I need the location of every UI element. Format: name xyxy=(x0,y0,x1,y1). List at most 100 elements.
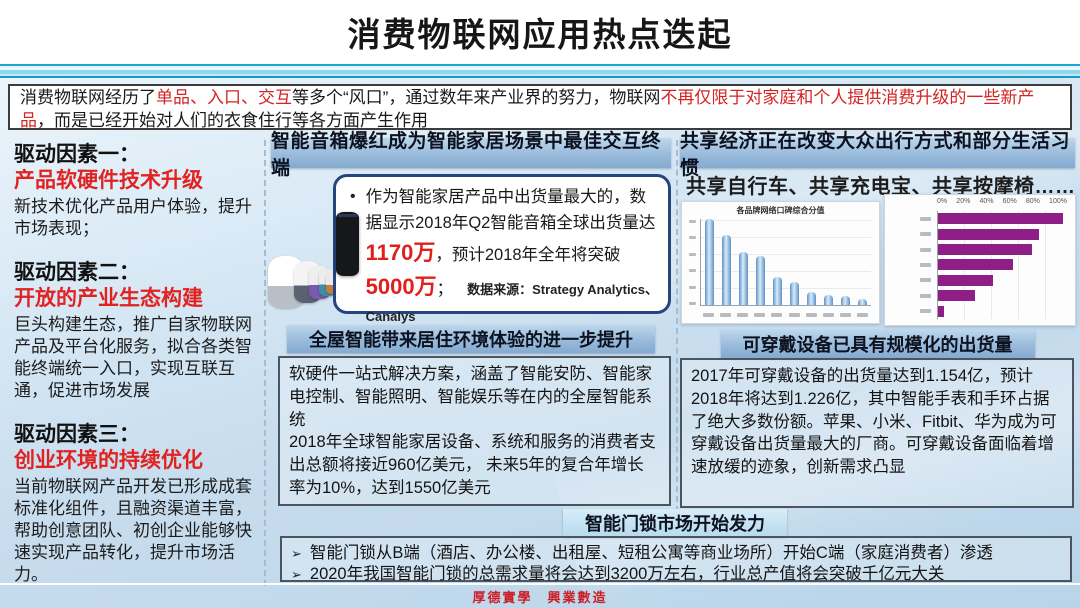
title-bar: 消费物联网应用热点迭起 xyxy=(0,0,1080,64)
chart-bar xyxy=(938,228,1039,240)
wearable-paragraph: 2017年可穿戴设备的出货量达到1.154亿，预计2018年将达到1.226亿，… xyxy=(691,367,1057,477)
category-label-smudge xyxy=(920,216,931,221)
footer-divider xyxy=(0,583,1080,585)
category-label-smudge xyxy=(920,309,931,314)
tick-label: 80% xyxy=(1025,198,1040,205)
tick-label: 40% xyxy=(979,198,994,205)
chart-bar xyxy=(722,235,731,305)
echo-speaker-icon xyxy=(336,212,359,276)
tick-label: 20% xyxy=(956,198,971,205)
chart-bar xyxy=(739,251,748,305)
footer-motto: 厚德實學 興業數造 xyxy=(472,591,608,606)
decorative-stripe xyxy=(0,64,1080,78)
section-header-wearable: 可穿戴设备已具有规模化的出货量 xyxy=(720,330,1035,358)
factor-subheading: 创业环境的持续优化 xyxy=(14,449,203,472)
category-label-smudge xyxy=(856,313,868,317)
factor-heading: 驱动因素三： xyxy=(14,423,140,446)
chart-bar xyxy=(938,213,1064,225)
x-axis-ticks: 0% 20% 40% 60% 80% 100% xyxy=(937,198,1067,205)
factor-heading: 驱动因素一： xyxy=(14,143,140,166)
smart-speaker-callout-box: • 作为智能家居产品中出货量最大的，数据显示2018年Q2智能音箱全球出货量达1… xyxy=(333,174,671,324)
vertical-dashed-divider xyxy=(676,140,678,512)
data-source-label: 数据来源：Strategy Analytics、Canalys xyxy=(365,282,659,325)
factor-subheading: 开放的产业生态构建 xyxy=(14,287,203,310)
tick-label-smudge xyxy=(689,301,696,305)
chart-bar-row xyxy=(938,259,1067,271)
section-header-door-lock-wrap: 智能门锁市场开始发力 xyxy=(270,509,1080,537)
factor-body: 新技术优化产品用户体验，提升市场表现； xyxy=(14,197,252,238)
chart-bar xyxy=(858,298,867,305)
category-label-smudge xyxy=(839,313,851,317)
chart-bar-row xyxy=(938,290,1067,302)
tick-label-smudge xyxy=(689,220,696,223)
door-lock-bullet-row: ➢ 智能门锁从B端（酒店、办公楼、出租屋、短租公寓等商业场所）开始C端（家庭消费… xyxy=(291,543,1061,564)
tick-label-smudge xyxy=(689,269,696,273)
y-axis-labels xyxy=(911,211,931,319)
category-label-smudge xyxy=(920,262,931,267)
chart-bar xyxy=(807,292,816,305)
category-label-smudge xyxy=(703,313,715,317)
tick-label: 100% xyxy=(1049,198,1067,205)
category-label-smudge xyxy=(788,313,800,317)
whole-home-paragraph: 软硬件一站式解决方案，涵盖了智能安防、智能家电控制、智能照明、智能娱乐等在内的全… xyxy=(289,365,652,429)
chart-bar xyxy=(756,255,765,305)
section-header-whole-home: 全屋智能带来居住环境体验的进一步提升 xyxy=(287,325,655,353)
tick-label: 60% xyxy=(1002,198,1017,205)
whole-home-text-box: 软硬件一站式解决方案，涵盖了智能安防、智能家电控制、智能照明、智能娱乐等在内的全… xyxy=(278,356,671,506)
tick-label-smudge xyxy=(689,285,696,289)
category-label-smudge xyxy=(822,313,834,317)
category-label-smudge xyxy=(805,313,817,317)
chart-bar-row xyxy=(938,274,1067,286)
category-label-smudge xyxy=(920,293,931,298)
category-label-smudge xyxy=(920,278,931,283)
driving-factors-panel: 驱动因素一： 产品软硬件技术升级 新技术优化产品用户体验，提升市场表现； 驱动因… xyxy=(14,142,260,606)
bullet-icon: • xyxy=(350,188,356,205)
chart-bar xyxy=(938,274,994,286)
smart-speakers-image xyxy=(268,208,339,308)
vertical-dashed-divider xyxy=(264,140,266,586)
chart-bar-row xyxy=(938,244,1067,256)
chart-bar xyxy=(824,294,833,305)
chart-bar xyxy=(790,281,799,305)
factor-heading: 驱动因素二： xyxy=(14,261,140,284)
intro-text-box: 消费物联网经历了单品、入口、交互等多个“风口”，通过数年来产业界的努力，物联网不… xyxy=(8,84,1072,130)
chart-bar xyxy=(938,244,1033,256)
chart-bar xyxy=(705,219,714,305)
chart-bar-row xyxy=(938,305,1067,317)
category-label-smudge xyxy=(737,313,749,317)
door-lock-text-box: ➢ 智能门锁从B端（酒店、办公楼、出租屋、短租公寓等商业场所）开始C端（家庭消费… xyxy=(280,536,1072,585)
chart-bar xyxy=(938,259,1013,271)
category-label-smudge xyxy=(920,232,931,237)
chart-bar xyxy=(773,276,782,305)
factor-subheading: 产品软硬件技术升级 xyxy=(14,169,203,192)
section-header-wearable-wrap: 可穿戴设备已具有规模化的出货量 xyxy=(680,330,1075,358)
x-axis-labels xyxy=(700,313,871,317)
category-label-smudge xyxy=(720,313,732,317)
section-header-door-lock: 智能门锁市场开始发力 xyxy=(563,509,787,537)
section-header-smart-speaker: 智能音箱爆红成为智能家居场景中最佳交互终端 xyxy=(271,131,671,179)
chart-title: 各品牌网络口碑综合分值 xyxy=(736,206,825,215)
wearable-text-box: 2017年可穿戴设备的出货量达到1.154亿，预计2018年将达到1.226亿，… xyxy=(680,358,1074,508)
smart-speaker-text: 作为智能家居产品中出货量最大的，数据显示2018年Q2智能音箱全球出货量达117… xyxy=(365,188,659,325)
door-lock-bullet-row: ➢ 2020年我国智能门锁的总需求量将会达到3200万左右，行业总产值将会突破千… xyxy=(291,564,1061,585)
factor-body: 巨头构建生态，推广自家物联网产品及平台化服务，拟合各类智能终端统一入口，实现互联… xyxy=(14,315,252,400)
factor-block-3: 驱动因素三： 创业环境的持续优化 当前物联网产品开发已形成成套标准化组件，且融资… xyxy=(14,422,260,586)
chart-bar-row xyxy=(938,228,1067,240)
factor-block-2: 驱动因素二： 开放的产业生态构建 巨头构建生态，推广自家物联网产品及平台化服务，… xyxy=(14,260,260,402)
door-lock-bullet-text: 智能门锁从B端（酒店、办公楼、出租屋、短租公寓等商业场所）开始C端（家庭消费者）… xyxy=(309,544,993,562)
y-axis-ticks xyxy=(686,220,696,305)
category-label-smudge xyxy=(920,247,931,252)
chart-bar xyxy=(841,296,850,305)
section-header-label: 智能音箱爆红成为智能家居场景中最佳交互终端 xyxy=(271,131,662,179)
whole-home-paragraph: 2018年全球智能家居设备、系统和服务的消费者支出总额将接近960亿美元， 未来… xyxy=(289,433,656,497)
chart-bar xyxy=(938,290,976,302)
factor-body: 当前物联网产品开发已形成成套标准化组件，且融资渠道丰富，帮助创意团队、初创企业能… xyxy=(14,477,252,584)
category-label-smudge xyxy=(771,313,783,317)
tick-label-smudge xyxy=(689,236,696,240)
chart-plot-area xyxy=(700,219,871,306)
tick-label-smudge xyxy=(689,252,696,256)
door-lock-bullet-text: 2020年我国智能门锁的总需求量将会达到3200万左右，行业总产值将会突破千亿元… xyxy=(309,565,945,583)
factor-block-1: 驱动因素一： 产品软硬件技术升级 新技术优化产品用户体验，提升市场表现； xyxy=(14,142,260,240)
chart-bar xyxy=(938,305,945,317)
